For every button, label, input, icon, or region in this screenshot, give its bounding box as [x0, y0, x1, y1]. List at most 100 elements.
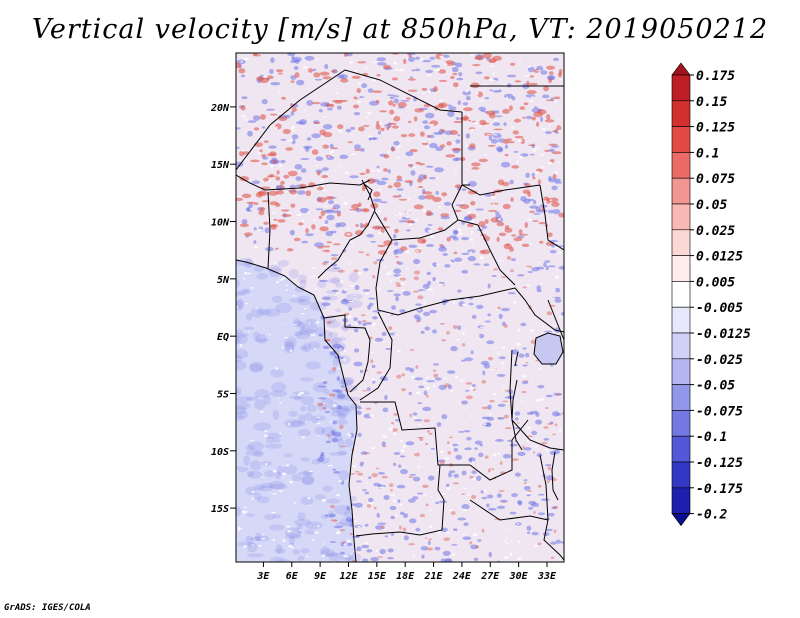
velocity-speckle: [457, 325, 462, 330]
velocity-speckle: [268, 190, 278, 196]
velocity-speckle: [260, 537, 266, 540]
velocity-speckle: [462, 90, 472, 96]
velocity-speckle: [265, 247, 274, 252]
velocity-speckle: [486, 416, 495, 421]
velocity-speckle: [360, 406, 364, 408]
velocity-speckle: [379, 110, 387, 113]
velocity-speckle: [360, 451, 368, 455]
velocity-speckle: [474, 57, 480, 60]
velocity-speckle: [297, 512, 306, 521]
velocity-speckle: [537, 179, 542, 185]
velocity-speckle: [318, 215, 323, 219]
velocity-speckle: [469, 541, 473, 545]
velocity-speckle: [484, 193, 493, 197]
velocity-speckle: [437, 468, 440, 472]
velocity-speckle: [343, 358, 346, 362]
velocity-speckle: [326, 268, 343, 272]
velocity-speckle: [254, 492, 262, 501]
velocity-speckle: [241, 288, 251, 293]
velocity-speckle: [487, 469, 491, 473]
velocity-speckle: [326, 214, 335, 221]
velocity-speckle: [351, 153, 356, 156]
velocity-speckle: [529, 205, 539, 209]
velocity-speckle: [344, 552, 362, 562]
velocity-speckle: [553, 96, 561, 100]
velocity-speckle: [349, 495, 357, 502]
velocity-speckle: [449, 76, 455, 79]
velocity-speckle: [326, 290, 338, 294]
velocity-speckle: [306, 137, 312, 141]
velocity-speckle: [392, 125, 399, 129]
velocity-speckle: [362, 125, 370, 127]
velocity-speckle: [438, 384, 447, 390]
velocity-speckle: [522, 445, 525, 450]
velocity-speckle: [380, 434, 386, 436]
velocity-speckle: [322, 485, 333, 492]
border-car-sudan: [477, 224, 516, 286]
velocity-speckle: [488, 551, 493, 558]
velocity-speckle: [491, 274, 497, 277]
velocity-speckle: [338, 129, 343, 133]
velocity-speckle: [418, 195, 426, 200]
velocity-speckle: [322, 296, 332, 300]
velocity-speckle: [548, 71, 554, 75]
velocity-speckle: [377, 169, 381, 173]
velocity-speckle: [353, 328, 359, 333]
velocity-speckle: [420, 58, 424, 61]
velocity-speckle: [243, 272, 248, 275]
velocity-speckle: [558, 265, 564, 270]
velocity-speckle: [236, 332, 249, 338]
velocity-speckle: [534, 147, 539, 149]
velocity-speckle: [358, 206, 361, 209]
velocity-speckle: [343, 289, 347, 291]
velocity-speckle: [328, 332, 338, 338]
velocity-speckle: [473, 557, 479, 562]
velocity-speckle: [516, 522, 520, 525]
velocity-speckle: [292, 549, 301, 555]
velocity-speckle: [261, 126, 266, 129]
velocity-speckle: [247, 120, 257, 123]
velocity-speckle: [340, 445, 347, 448]
lon-label: 18E: [396, 571, 415, 582]
velocity-speckle: [239, 344, 243, 347]
velocity-speckle: [403, 58, 407, 64]
velocity-speckle: [478, 221, 486, 227]
velocity-speckle: [558, 315, 564, 318]
velocity-speckle: [342, 298, 348, 303]
border-east-africa: [514, 287, 564, 333]
velocity-speckle: [236, 470, 239, 472]
velocity-speckle: [245, 535, 254, 544]
velocity-speckle: [297, 429, 311, 437]
velocity-speckle: [453, 447, 458, 452]
velocity-speckle: [387, 169, 391, 174]
velocity-speckle: [493, 128, 504, 131]
velocity-speckle: [236, 405, 247, 415]
velocity-speckle: [552, 297, 556, 300]
velocity-speckle: [299, 391, 305, 395]
velocity-speckle: [496, 178, 499, 180]
velocity-speckle: [337, 438, 345, 449]
plot-frame: [235, 52, 565, 563]
velocity-speckle: [314, 415, 326, 421]
velocity-speckle: [391, 422, 395, 425]
velocity-speckle: [297, 299, 312, 306]
velocity-speckle: [408, 133, 416, 137]
velocity-speckle: [499, 461, 503, 465]
velocity-speckle: [486, 134, 492, 136]
velocity-speckle: [449, 509, 454, 512]
velocity-speckle: [529, 243, 532, 246]
velocity-speckle: [260, 476, 264, 478]
velocity-speckle: [357, 82, 362, 85]
velocity-speckle: [365, 292, 369, 295]
velocity-speckle: [457, 289, 462, 293]
velocity-speckle: [435, 190, 439, 195]
velocity-speckle: [247, 272, 251, 275]
velocity-speckle: [328, 464, 334, 467]
velocity-speckle: [355, 224, 359, 227]
velocity-speckle: [236, 354, 243, 363]
velocity-speckle: [546, 114, 551, 120]
velocity-speckle: [517, 451, 526, 456]
velocity-speckle: [276, 185, 280, 190]
velocity-speckle: [303, 109, 306, 112]
velocity-speckle: [265, 462, 268, 466]
